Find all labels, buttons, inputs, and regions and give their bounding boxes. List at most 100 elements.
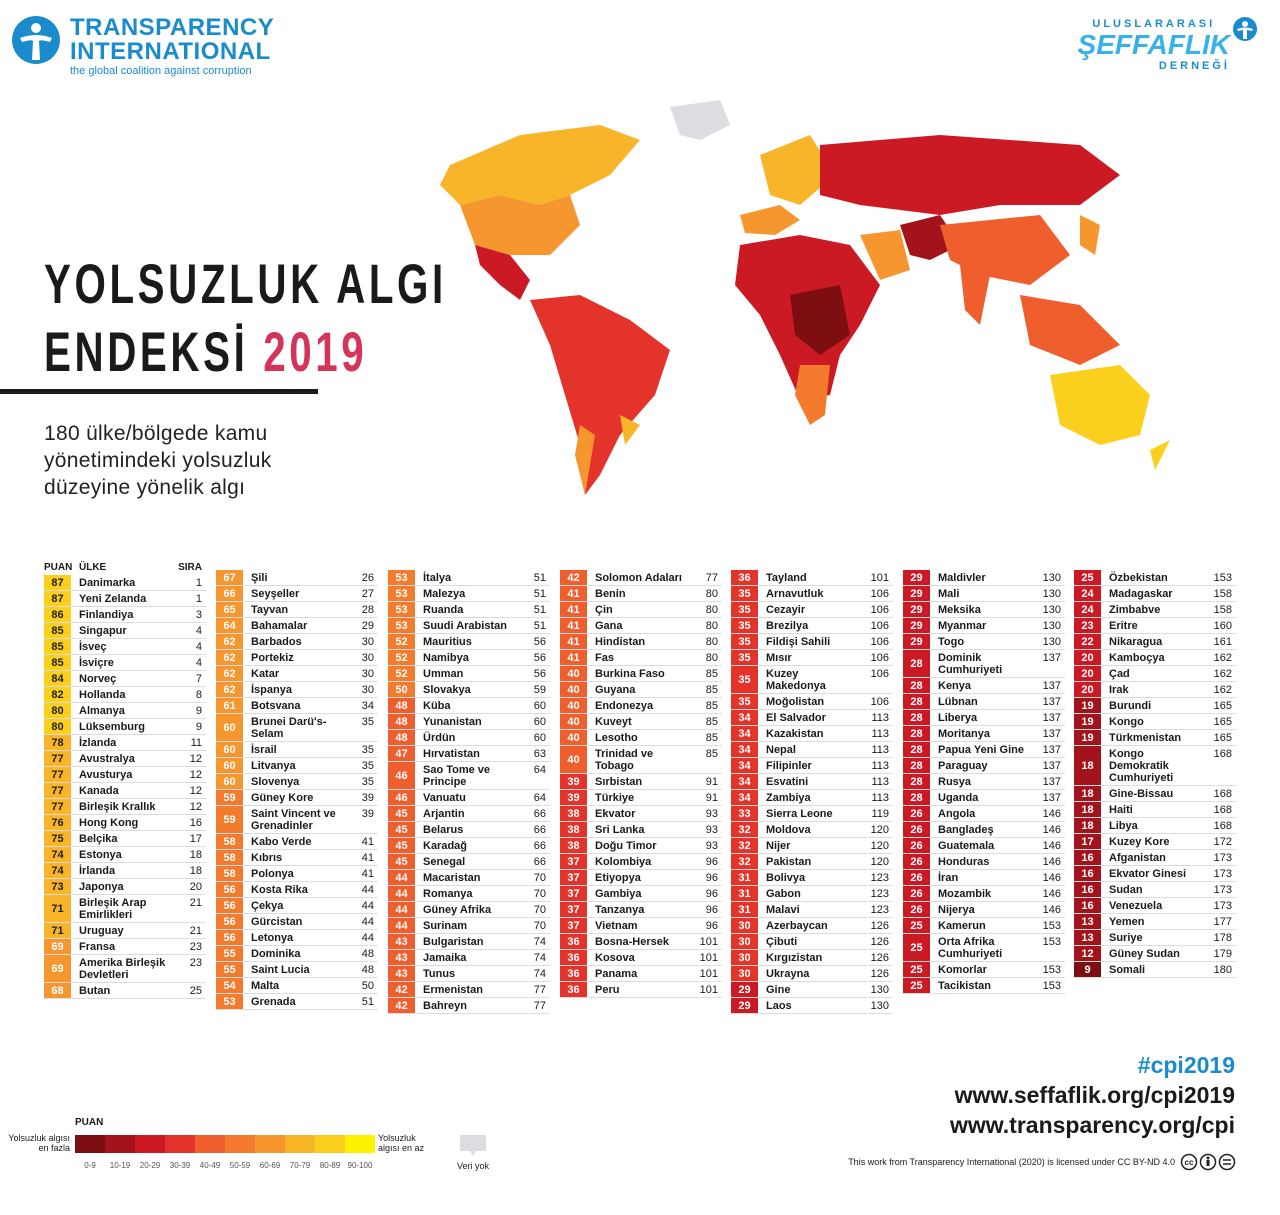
table-row: 80 Almanya 9 (44, 703, 206, 719)
no-data-label: Veri yok (456, 1161, 489, 1171)
table-row: 41 Benin 80 (560, 586, 722, 602)
rank: 70 (533, 904, 546, 916)
country: Botsvana (251, 700, 301, 712)
rank: 180 (1213, 964, 1232, 976)
score: 16 (1074, 882, 1101, 897)
rank: 168 (1213, 788, 1232, 800)
country: Dominik Cumhuriyeti (938, 652, 1003, 676)
rank: 137 (1042, 728, 1061, 740)
rank: 113 (871, 712, 889, 724)
cc-icons: cc (1180, 1153, 1236, 1171)
table-row: 24 Zimbabve 158 (1074, 602, 1236, 618)
country: Fildişi Sahili (766, 636, 831, 648)
country: İzlanda (79, 737, 117, 749)
rank: 11 (190, 737, 202, 749)
rank: 96 (705, 856, 718, 868)
country: Rusya (938, 776, 972, 788)
country: Grenada (251, 996, 296, 1008)
table-row: 28 Lübnan 137 (903, 694, 1065, 710)
logo-text: ULUSLARARASI (1092, 18, 1216, 30)
country: Katar (251, 668, 280, 680)
rank: 80 (705, 588, 718, 600)
table-row: 54 Malta 50 (216, 978, 378, 994)
country: Türkiye (595, 792, 635, 804)
table-row: 34 Kazakistan 113 (731, 726, 893, 742)
country: Peru (595, 984, 620, 996)
country: Finlandiya (79, 609, 134, 621)
table-row: 30 Azerbaycan 126 (731, 918, 893, 934)
score: 45 (388, 822, 415, 837)
score: 44 (388, 918, 415, 933)
score: 28 (903, 774, 930, 789)
table-row: 45 Arjantin 66 (388, 806, 550, 822)
score: 28 (903, 650, 930, 677)
score: 35 (731, 618, 758, 633)
country: İsrail (251, 744, 277, 756)
rank: 60 (533, 700, 546, 712)
score: 74 (44, 863, 71, 878)
rank: 60 (533, 732, 546, 744)
rank: 17 (189, 833, 202, 845)
score: 39 (560, 790, 587, 805)
score: 40 (560, 714, 587, 729)
legend-high: Yolsuzluk algısı en az (378, 1133, 425, 1153)
table-row: 29 Myanmar 130 (903, 618, 1065, 634)
rank: 113 (871, 792, 889, 804)
rank: 106 (870, 696, 889, 708)
table-row: 16 Sudan 173 (1074, 882, 1236, 898)
score: 36 (560, 950, 587, 965)
rank: 146 (1042, 872, 1061, 884)
country: Yemen (1109, 916, 1145, 928)
rank: 173 (1213, 900, 1232, 912)
svg-text:cc: cc (1185, 1158, 1194, 1167)
rank: 93 (705, 840, 718, 852)
country: Moğolistan (766, 696, 825, 708)
country: Lesotho (595, 732, 638, 744)
table-row: 32 Nijer 120 (731, 838, 893, 854)
rank: 77 (705, 572, 718, 584)
table-row: 77 Avusturya 12 (44, 767, 206, 783)
country: Portekiz (251, 652, 294, 664)
country: Kongo Demokratik Cumhuriyeti (1109, 748, 1174, 784)
score: 40 (560, 682, 587, 697)
score: 46 (388, 762, 415, 789)
country: Moldova (766, 824, 811, 836)
rank: 9 (195, 705, 202, 717)
score: 85 (44, 655, 71, 670)
rank: 63 (533, 748, 546, 760)
rank: 4 (195, 657, 202, 669)
country: Laos (766, 1000, 792, 1012)
table-row: 34 Filipinler 113 (731, 758, 893, 774)
rank: 18 (189, 849, 202, 861)
country: Kenya (938, 680, 972, 692)
logo-text: DERNEĞİ (1158, 60, 1230, 72)
score: 41 (560, 650, 587, 665)
score: 55 (216, 946, 243, 961)
score: 13 (1074, 930, 1101, 945)
table-row: 38 Sri Lanka 93 (560, 822, 722, 838)
country: Mali (938, 588, 960, 600)
rank: 80 (705, 636, 718, 648)
legend-swatch (345, 1135, 375, 1153)
legend-swatch (255, 1135, 285, 1153)
score: 59 (216, 790, 243, 805)
rank: 56 (533, 668, 546, 680)
title-line: YOLSUZLUK ALGI (44, 252, 447, 315)
score: 22 (1074, 634, 1101, 649)
rank: 23 (189, 941, 202, 953)
rank: 179 (1213, 948, 1232, 960)
score: 56 (216, 914, 243, 929)
table-row: 85 İsveç 4 (44, 639, 206, 655)
table-row: 47 Hırvatistan 63 (388, 746, 550, 762)
country: Umman (423, 668, 464, 680)
score: 71 (44, 895, 71, 922)
country: Avusturya (79, 769, 133, 781)
table-row: 30 Kırgızistan 126 (731, 950, 893, 966)
table-row: 53 İtalya 51 (388, 570, 550, 586)
rank: 30 (361, 636, 374, 648)
score: 29 (731, 982, 758, 997)
rank: 12 (189, 769, 202, 781)
score: 29 (903, 586, 930, 601)
rank: 59 (533, 684, 546, 696)
score: 24 (1074, 586, 1101, 601)
